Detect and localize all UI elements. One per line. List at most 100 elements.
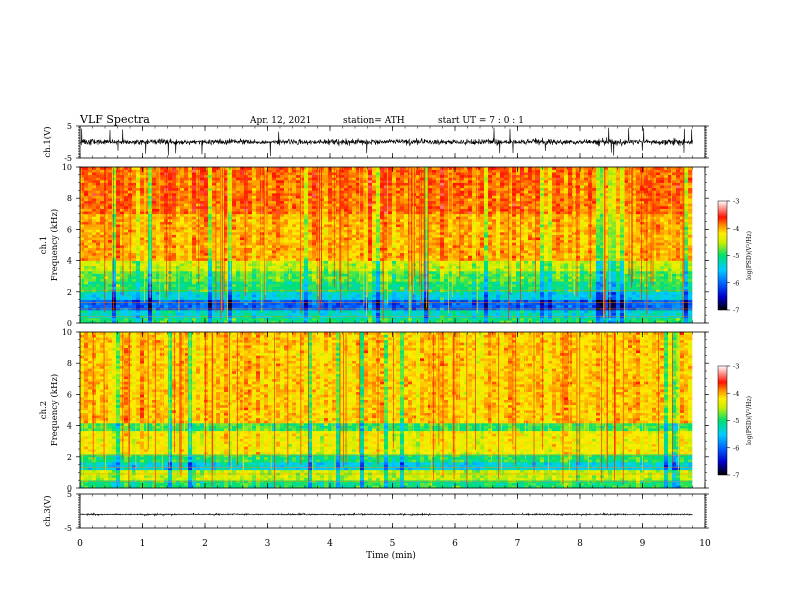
spec1-cell bbox=[236, 190, 240, 193]
spec1-cell bbox=[376, 310, 380, 313]
spec1-cell bbox=[348, 310, 352, 313]
spec1-cell bbox=[288, 281, 292, 284]
spec1-cell bbox=[256, 214, 260, 217]
spec1-cell bbox=[312, 214, 316, 217]
spec1-cell bbox=[184, 253, 188, 256]
spec1-cell bbox=[308, 172, 312, 175]
spec1-cell bbox=[200, 206, 204, 209]
spec1-cell bbox=[348, 167, 352, 170]
spec1-cell bbox=[380, 198, 384, 201]
spec1-cell bbox=[360, 310, 364, 313]
spec1-cell bbox=[376, 276, 380, 279]
spec1-cell bbox=[308, 232, 312, 235]
spec1-cell bbox=[276, 281, 280, 284]
spec1-cell bbox=[184, 232, 188, 235]
spec1-cell bbox=[320, 240, 324, 243]
spec1-cell bbox=[176, 235, 180, 238]
spec1-cell bbox=[176, 297, 180, 300]
spec1-cell bbox=[380, 201, 384, 204]
spec1-cell bbox=[304, 172, 308, 175]
spec1-cell bbox=[296, 300, 300, 303]
spec1-cell bbox=[188, 253, 192, 256]
spec1-cell bbox=[216, 211, 220, 214]
spec1-cell bbox=[88, 232, 92, 235]
spec1-cell bbox=[304, 201, 308, 204]
spec1-cell bbox=[108, 198, 112, 201]
spec1-cell bbox=[324, 266, 328, 269]
spec1-cell bbox=[280, 175, 284, 178]
spec1-cell bbox=[296, 263, 300, 266]
spec1-cell bbox=[280, 203, 284, 206]
spec1-cell bbox=[196, 248, 200, 251]
spec1-cell bbox=[100, 289, 104, 292]
spec1-cell bbox=[344, 318, 348, 321]
spec1-cell bbox=[324, 235, 328, 238]
spec1-cell bbox=[312, 284, 316, 287]
spec1-cell bbox=[120, 188, 124, 191]
spec1-cell bbox=[100, 248, 104, 251]
spec1-cell bbox=[176, 183, 180, 186]
spec1-cell bbox=[292, 232, 296, 235]
spec1-cell bbox=[160, 261, 164, 264]
spec1-cell bbox=[276, 177, 280, 180]
spec1-cell bbox=[188, 297, 192, 300]
spec1-cell bbox=[112, 266, 116, 269]
spec1-cell bbox=[392, 203, 396, 206]
spec1-cell bbox=[208, 271, 212, 274]
spec1-cell bbox=[172, 201, 176, 204]
spec1-cell bbox=[184, 294, 188, 297]
spec1-cell bbox=[120, 214, 124, 217]
spec1-cell bbox=[272, 183, 276, 186]
spec1-cell bbox=[108, 242, 112, 245]
spec1-cell bbox=[288, 271, 292, 274]
spec1-cell bbox=[136, 216, 140, 219]
spec1-cell bbox=[140, 297, 144, 300]
spec1-cell bbox=[184, 183, 188, 186]
spec1-cell bbox=[136, 188, 140, 191]
spec1-cell bbox=[120, 177, 124, 180]
spec1-cell bbox=[84, 198, 88, 201]
spec1-cell bbox=[296, 193, 300, 196]
spec1-cell bbox=[348, 245, 352, 248]
spec1-cell bbox=[280, 313, 284, 316]
spec1-cell bbox=[244, 281, 248, 284]
spec1-cell bbox=[244, 214, 248, 217]
spec1-cell bbox=[248, 281, 252, 284]
spec1-cell bbox=[232, 245, 236, 248]
spec1-cell bbox=[200, 261, 204, 264]
spec1-cell bbox=[172, 206, 176, 209]
spec1-cell bbox=[288, 300, 292, 303]
spec1-cell bbox=[244, 222, 248, 225]
spec1-cell bbox=[388, 227, 392, 230]
spec1-cell bbox=[352, 211, 356, 214]
spec1-cell bbox=[112, 240, 116, 243]
spec1-cell bbox=[116, 235, 120, 238]
spec1-cell bbox=[80, 180, 84, 183]
spec1-cell bbox=[380, 211, 384, 214]
spec1-cell bbox=[240, 292, 244, 295]
spec1-cell bbox=[196, 219, 200, 222]
spec1-cell bbox=[248, 180, 252, 183]
spec1-cell bbox=[204, 216, 208, 219]
spec1-cell bbox=[84, 175, 88, 178]
spec1-cell bbox=[272, 284, 276, 287]
spec1-cell bbox=[268, 242, 272, 245]
spec1-cell bbox=[124, 248, 128, 251]
spec1-cell bbox=[84, 258, 88, 261]
spec1-cell bbox=[204, 255, 208, 258]
spec1-cell bbox=[372, 271, 376, 274]
spec1-cell bbox=[320, 261, 324, 264]
spec1-cell bbox=[140, 240, 144, 243]
spec1-cell bbox=[236, 255, 240, 258]
spec1-cell bbox=[216, 276, 220, 279]
spec1-cell bbox=[380, 167, 384, 170]
spec1-cell bbox=[272, 255, 276, 258]
spec1-cell bbox=[80, 240, 84, 243]
spec1-cell bbox=[160, 305, 164, 308]
spec1-cell bbox=[140, 235, 144, 238]
spec1-cell bbox=[276, 297, 280, 300]
spec1-cell bbox=[272, 180, 276, 183]
spec1-cell bbox=[136, 237, 140, 240]
spec1-cell bbox=[132, 279, 136, 282]
spec1-cell bbox=[360, 313, 364, 316]
